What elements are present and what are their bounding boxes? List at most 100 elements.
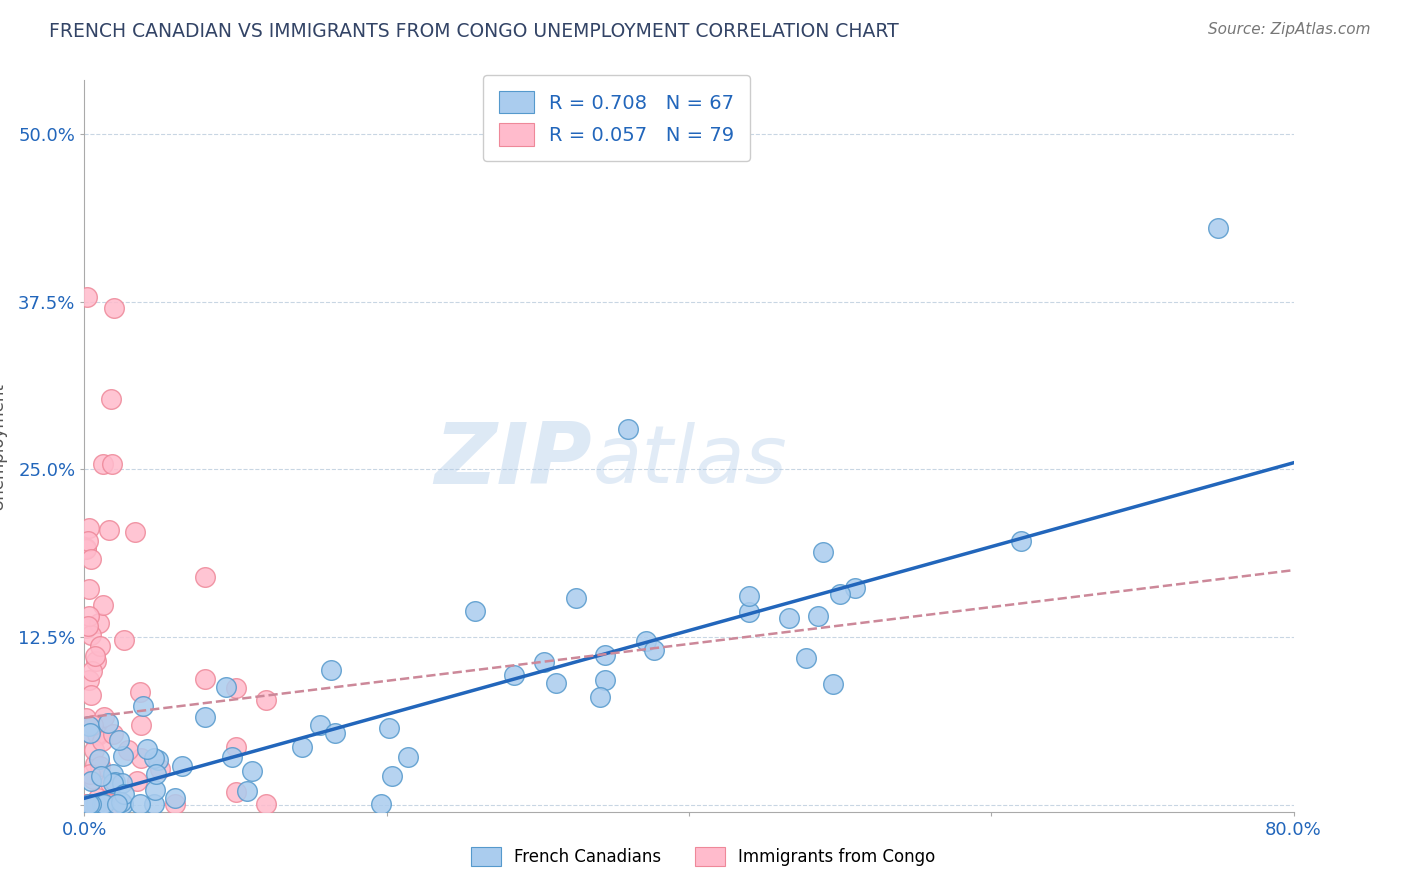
Point — [194, 672, 217, 686]
Point — [77, 673, 100, 687]
Point — [172, 758, 194, 772]
Point — [93, 797, 115, 811]
Point — [136, 742, 159, 756]
Legend: French Canadians, Immigrants from Congo: French Canadians, Immigrants from Congo — [464, 840, 942, 873]
Point — [794, 651, 817, 665]
Point — [235, 784, 257, 798]
Point — [93, 797, 115, 811]
Point — [143, 797, 166, 811]
Point — [1206, 221, 1229, 235]
Point — [319, 663, 342, 677]
Point — [80, 628, 103, 642]
Point — [79, 797, 101, 811]
Point — [101, 797, 124, 811]
Point — [89, 797, 111, 811]
Point — [77, 619, 100, 633]
Point — [145, 767, 167, 781]
Text: Source: ZipAtlas.com: Source: ZipAtlas.com — [1208, 22, 1371, 37]
Point — [80, 727, 103, 741]
Point — [100, 457, 122, 471]
Point — [104, 775, 127, 789]
Point — [225, 784, 247, 798]
Point — [89, 797, 111, 811]
Point — [94, 797, 117, 811]
Point — [128, 685, 150, 699]
Point — [83, 743, 105, 757]
Point — [533, 655, 555, 669]
Point — [396, 750, 419, 764]
Point — [565, 591, 588, 605]
Point — [82, 772, 104, 786]
Point — [75, 797, 97, 811]
Point — [82, 797, 104, 811]
Point — [194, 710, 217, 724]
Text: ZIP: ZIP — [434, 419, 592, 502]
Point — [107, 732, 129, 747]
Point — [79, 726, 101, 740]
Point — [87, 615, 110, 630]
Point — [464, 604, 486, 618]
Point — [79, 552, 101, 566]
Point — [75, 542, 97, 557]
Point — [91, 797, 114, 811]
Point — [112, 633, 135, 648]
Point — [165, 791, 187, 805]
Point — [149, 762, 172, 776]
Point — [844, 581, 866, 595]
Point — [93, 457, 115, 471]
Point — [97, 716, 120, 731]
Point — [79, 767, 101, 781]
Point — [143, 783, 166, 797]
Point — [93, 710, 115, 724]
Point — [291, 739, 314, 754]
Point — [76, 797, 98, 811]
Point — [77, 609, 100, 624]
Point — [129, 717, 152, 731]
Point — [75, 797, 97, 811]
Text: atlas: atlas — [592, 422, 787, 500]
Legend: R = 0.708   N = 67, R = 0.057   N = 79: R = 0.708 N = 67, R = 0.057 N = 79 — [484, 75, 749, 161]
Point — [82, 797, 104, 811]
Point — [91, 797, 114, 811]
Point — [811, 544, 834, 558]
Point — [105, 797, 128, 811]
Point — [91, 599, 114, 613]
Point — [77, 582, 100, 596]
Point — [778, 611, 800, 625]
Point — [308, 718, 330, 732]
Point — [91, 734, 114, 748]
Point — [83, 649, 105, 664]
Point — [593, 673, 616, 687]
Point — [87, 797, 110, 811]
Point — [738, 605, 761, 619]
Point — [503, 668, 526, 682]
Point — [225, 681, 247, 695]
Point — [75, 541, 97, 555]
Point — [86, 797, 108, 811]
Point — [132, 698, 155, 713]
Point — [80, 774, 103, 789]
Point — [254, 693, 277, 707]
Text: FRENCH CANADIAN VS IMMIGRANTS FROM CONGO UNEMPLOYMENT CORRELATION CHART: FRENCH CANADIAN VS IMMIGRANTS FROM CONGO… — [49, 22, 898, 41]
Point — [830, 587, 852, 601]
Point — [77, 521, 100, 535]
Point — [254, 797, 277, 811]
Point — [370, 797, 392, 811]
Point — [738, 589, 761, 603]
Point — [148, 753, 170, 767]
Point — [75, 710, 97, 724]
Point — [90, 769, 112, 783]
Point — [636, 634, 658, 648]
Point — [127, 773, 149, 788]
Point — [111, 797, 134, 811]
Point — [129, 797, 152, 811]
Point — [100, 392, 122, 407]
Point — [378, 721, 401, 735]
Y-axis label: Unemployment: Unemployment — [0, 382, 7, 510]
Point — [100, 776, 122, 790]
Point — [103, 727, 125, 741]
Point — [82, 718, 104, 732]
Point — [593, 648, 616, 662]
Point — [129, 750, 152, 764]
Point — [97, 523, 120, 537]
